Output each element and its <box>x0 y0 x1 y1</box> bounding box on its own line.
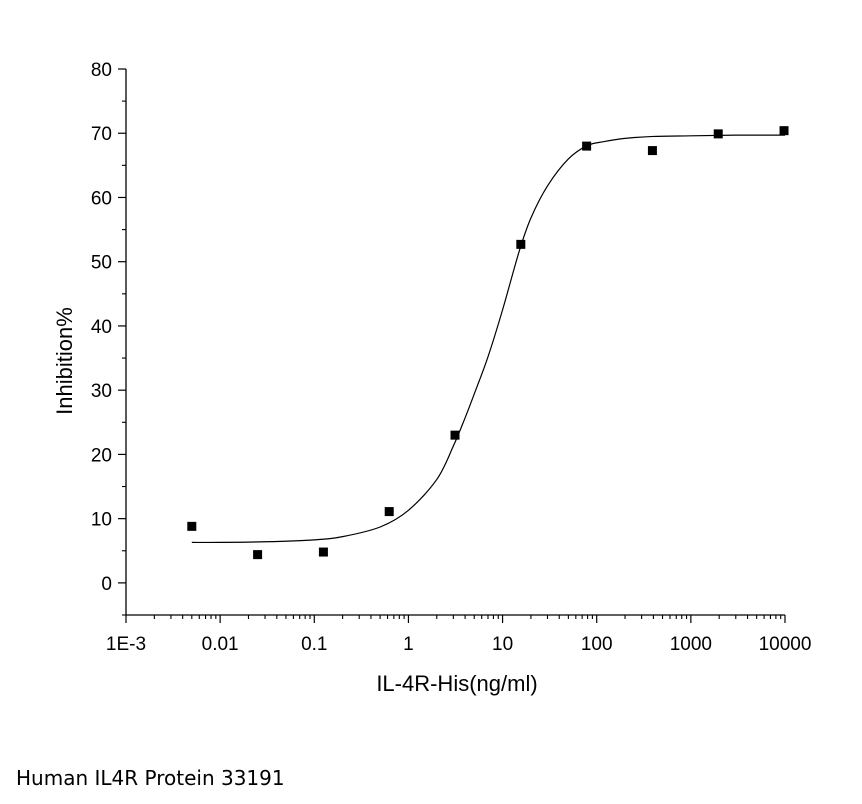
data-point <box>318 547 328 557</box>
x-tick-label: 10 <box>492 634 513 655</box>
x-tick-label: 1 <box>403 634 414 655</box>
y-tick-label: 10 <box>91 510 112 531</box>
data-point <box>582 141 592 151</box>
data-points <box>187 126 789 560</box>
data-point <box>647 146 657 156</box>
x-tick-label: 1E-3 <box>106 634 146 655</box>
data-point <box>450 430 460 440</box>
x-axis-title: IL-4R-His(ng/ml) <box>376 671 537 696</box>
y-tick-label: 60 <box>91 188 112 209</box>
x-tick-label: 1000 <box>670 634 712 655</box>
data-point <box>713 129 723 139</box>
x-tick-label: 10000 <box>759 634 812 655</box>
y-tick-label: 0 <box>101 574 112 595</box>
data-point <box>253 550 263 560</box>
y-tick-label: 40 <box>91 317 112 338</box>
y-tick-label: 80 <box>91 60 112 81</box>
y-tick-label: 20 <box>91 445 112 466</box>
data-point <box>384 507 394 517</box>
data-point <box>779 126 789 136</box>
y-axis-title: Inhibition% <box>52 307 77 415</box>
y-tick-label: 50 <box>91 253 112 274</box>
data-point <box>187 521 197 531</box>
axes <box>118 68 786 623</box>
fit-curve <box>191 134 786 544</box>
x-tick-label: 0.1 <box>301 634 327 655</box>
x-tick-label: 100 <box>581 634 613 655</box>
figure-caption: Human IL4R Protein 33191 <box>16 766 285 790</box>
data-point <box>516 239 526 249</box>
tick-labels: 0 10 20 30 40 50 60 70 80 1E-3 0.01 0.1 1 10 100 1000 10… <box>91 60 812 655</box>
y-tick-label: 30 <box>91 381 112 402</box>
x-tick-label: 0.01 <box>202 634 239 655</box>
y-tick-label: 70 <box>91 124 112 145</box>
fit-curve-layer <box>191 134 786 544</box>
